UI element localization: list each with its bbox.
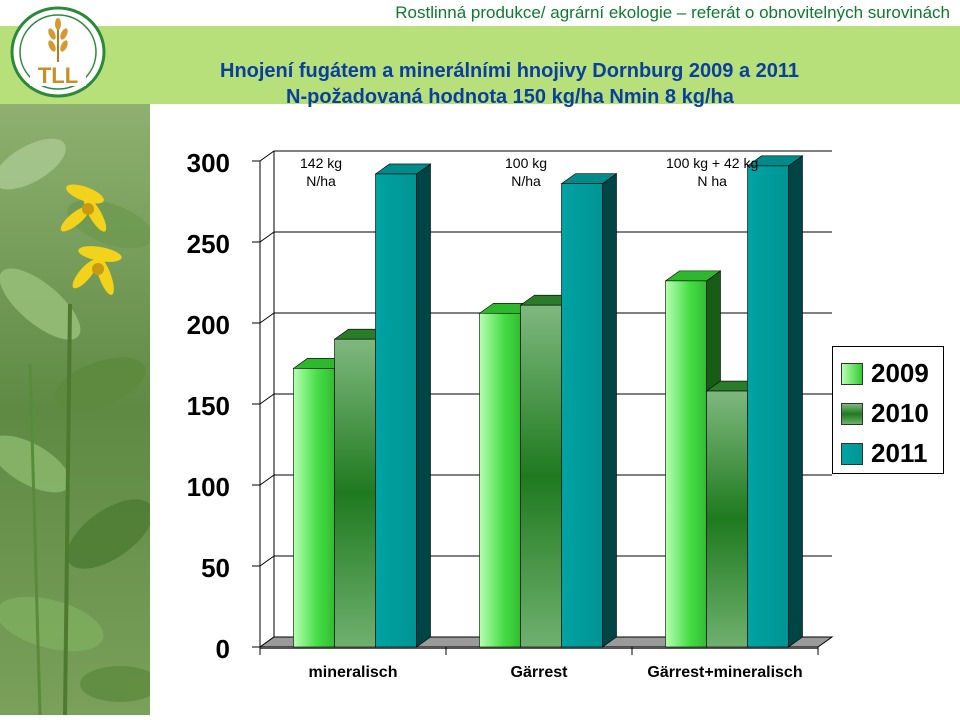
bar xyxy=(747,165,789,648)
plant-photo xyxy=(0,104,150,715)
legend-swatch xyxy=(841,403,863,425)
header-bar: Rostlinná produkce/ agrární ekologie – r… xyxy=(0,0,960,26)
floor-edge xyxy=(260,647,818,649)
legend-label: 2010 xyxy=(871,398,929,428)
course-title: Rostlinná produkce/ agrární ekologie – r… xyxy=(395,3,950,22)
gridline xyxy=(259,474,275,486)
slide-title-line1: Hnojení fugátem a minerálními hnojivy Do… xyxy=(220,60,800,82)
bar xyxy=(293,368,335,648)
bar-chart: 0 50 100 150 200 250 300 mineralisch Gärrest Gärr… xyxy=(150,104,960,715)
annotation-garrest-mineralisch: 100 kg + 42 kg N ha xyxy=(666,154,758,190)
legend-swatch xyxy=(841,443,863,465)
bar-side xyxy=(416,163,431,648)
bar xyxy=(334,338,376,648)
x-category-label: mineralisch xyxy=(309,664,398,681)
legend-swatch xyxy=(841,363,863,385)
legend-item: 2010 xyxy=(841,398,941,428)
gridline xyxy=(259,150,275,162)
annotation-line: 100 kg xyxy=(505,155,548,171)
bar-side xyxy=(788,155,803,648)
bar xyxy=(479,312,521,648)
x-category-label: Gärrest xyxy=(511,664,569,681)
annotation-line: 100 kg + 42 kg xyxy=(666,155,759,171)
annotation-line: N/ha xyxy=(511,173,541,189)
y-tick-label: 250 xyxy=(187,229,230,259)
y-tick-label: 300 xyxy=(187,148,230,178)
y-tick-label: 0 xyxy=(216,634,230,664)
gridline xyxy=(259,393,275,405)
tll-logo: TLL xyxy=(10,6,106,98)
chart-legend: 2009 2010 2011 xyxy=(832,346,944,474)
chart-canvas: 0 50 100 150 200 250 300 mineralisch Gärrest Gärr… xyxy=(187,148,834,681)
annotation-line: N ha xyxy=(697,173,727,189)
logo-text: TLL xyxy=(38,63,78,88)
gridline xyxy=(259,231,275,243)
bar xyxy=(375,173,417,648)
annotation-line: 142 kg xyxy=(300,155,343,171)
annotation-mineralisch: 142 kg N/ha xyxy=(300,154,342,190)
legend-item: 2011 xyxy=(841,438,941,468)
annotation-garrest: 100 kg N/ha xyxy=(505,154,547,190)
wheat-logo-icon xyxy=(48,18,68,62)
y-tick-label: 150 xyxy=(187,391,230,421)
bar-side xyxy=(602,173,617,648)
legend-label: 2011 xyxy=(871,438,928,468)
y-tick-label: 200 xyxy=(187,310,230,340)
title-banner: Hnojení fugátem a minerálními hnojivy Do… xyxy=(0,26,960,108)
bar xyxy=(665,280,707,648)
annotation-line: N/ha xyxy=(306,173,336,189)
bar xyxy=(706,390,748,648)
x-category-label: Gärrest+mineralisch xyxy=(647,664,802,681)
slide-title-line2: N-požadovaná hodnota 150 kg/ha Nmin 8 kg… xyxy=(286,86,734,108)
y-tick-label: 100 xyxy=(187,472,230,502)
bar xyxy=(561,183,603,648)
bar xyxy=(520,304,562,648)
legend-item: 2009 xyxy=(841,358,941,388)
legend-label: 2009 xyxy=(871,358,929,388)
y-tick-label: 50 xyxy=(201,553,230,583)
gridline xyxy=(259,555,275,567)
gridline xyxy=(259,312,275,324)
